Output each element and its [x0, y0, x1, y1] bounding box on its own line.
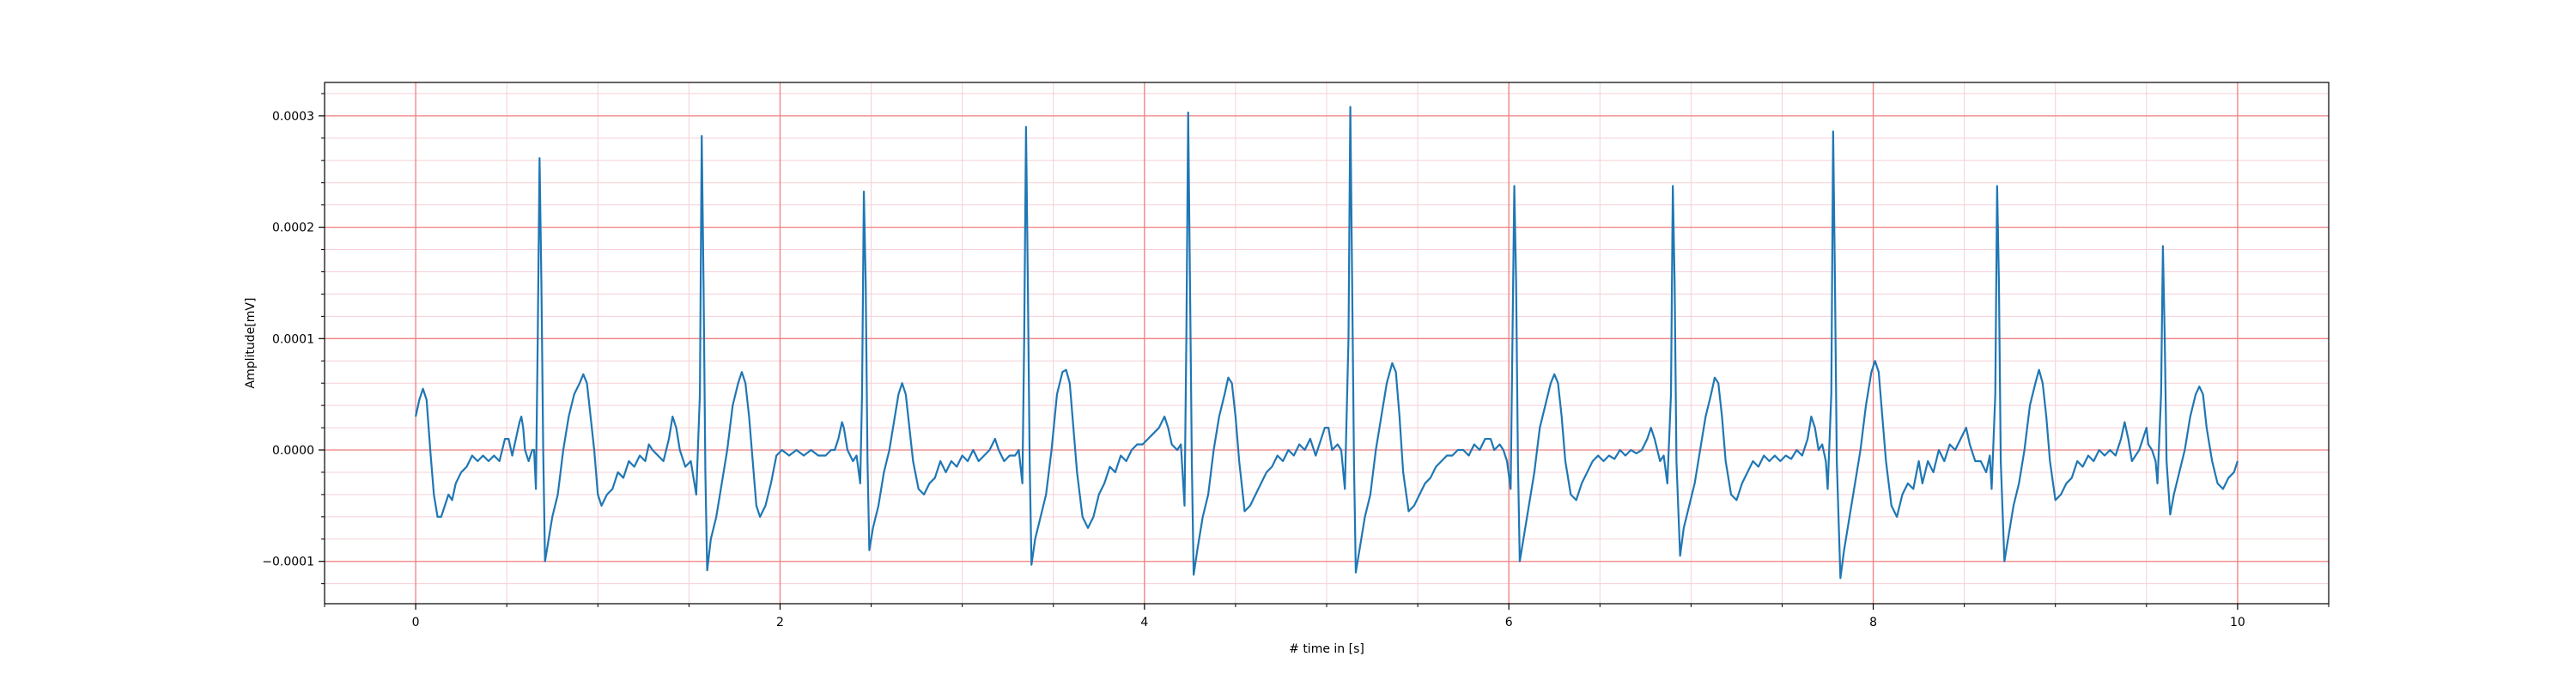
y-axis-label: Amplitude[mV]: [244, 298, 258, 389]
x-tick-label: 0: [412, 616, 420, 629]
major-grid: [325, 82, 2329, 604]
x-tick-label: 8: [1869, 616, 1877, 629]
plot-area: [415, 106, 2239, 580]
y-axis-ticks: −0.0001 0.0000 0.0001 0.0002 0.0003: [262, 93, 325, 585]
y-tick-label: 0.0003: [272, 110, 314, 124]
y-tick-label: −0.0001: [262, 556, 314, 569]
x-axis-label: # time in [s]: [1289, 642, 1364, 656]
x-tick-label: 2: [776, 616, 784, 629]
y-tick-label: 0.0001: [272, 332, 314, 346]
x-tick-label: 10: [2230, 616, 2245, 629]
series-line: [415, 106, 2239, 580]
x-tick-label: 4: [1140, 616, 1148, 629]
y-tick-label: 0.0000: [272, 444, 314, 458]
x-axis-ticks: 0 2 4 6 8 10: [324, 604, 2330, 629]
x-tick-label: 6: [1505, 616, 1513, 629]
y-tick-label: 0.0002: [272, 222, 314, 235]
